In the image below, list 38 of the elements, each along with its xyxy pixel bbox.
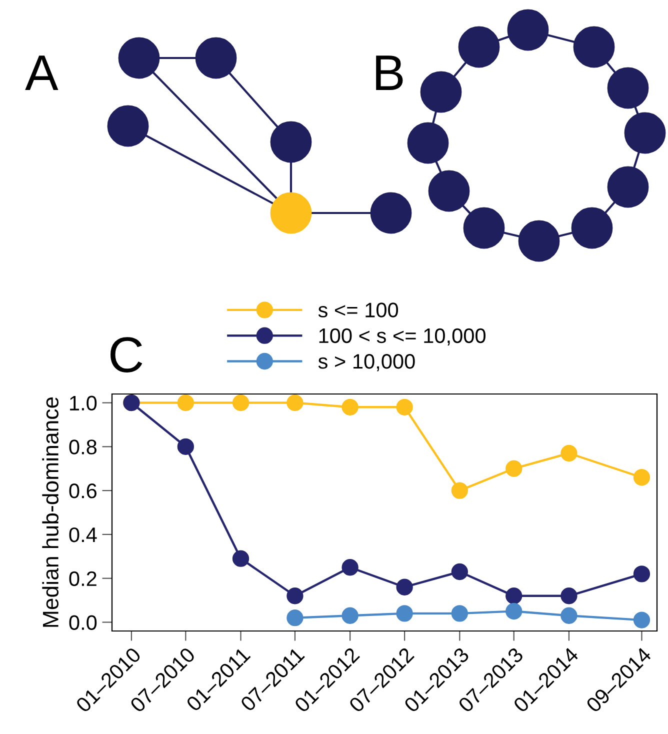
y-tick-label: 0.4 <box>69 527 97 542</box>
text: B <box>376 56 403 90</box>
y-tick-label: 1.0 <box>70 396 97 411</box>
point <box>506 460 522 477</box>
legend-label: s <= 100 <box>318 302 398 318</box>
point <box>633 612 650 628</box>
point <box>286 394 304 412</box>
y-tick-label: 0.8 <box>69 440 97 454</box>
point <box>451 482 468 499</box>
legend-label: s > 10,000 <box>318 354 415 372</box>
text: C <box>110 337 142 372</box>
text: A <box>25 56 58 90</box>
point <box>451 605 468 622</box>
point <box>633 469 650 486</box>
y-tick-label: 0.6 <box>69 484 97 498</box>
point <box>396 398 413 416</box>
point <box>232 394 250 412</box>
point <box>342 607 358 624</box>
point <box>396 578 413 596</box>
point <box>506 602 522 620</box>
point <box>451 563 468 580</box>
legend-label: 100 < s <= 10,000 <box>319 328 486 346</box>
point <box>342 559 358 576</box>
point <box>560 607 578 624</box>
point <box>177 394 194 412</box>
y-tick-label: 0.2 <box>69 571 96 586</box>
point <box>633 566 650 582</box>
point <box>560 444 578 462</box>
point <box>232 550 250 567</box>
point <box>177 438 194 455</box>
point <box>560 588 578 604</box>
point <box>506 588 522 604</box>
point <box>286 610 304 626</box>
y-tick-label: 0.0 <box>69 615 97 630</box>
point <box>396 605 413 622</box>
point <box>342 398 358 416</box>
point <box>286 588 304 604</box>
y-axis-title: Median hub-dominance <box>42 397 59 627</box>
